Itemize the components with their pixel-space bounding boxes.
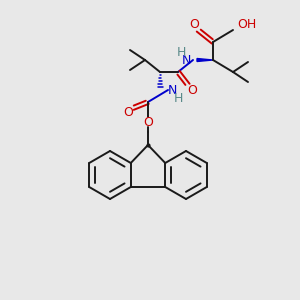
Text: N: N — [168, 83, 177, 97]
Text: H: H — [173, 92, 183, 104]
Text: O: O — [143, 116, 153, 130]
Text: O: O — [187, 83, 197, 97]
Polygon shape — [197, 58, 213, 61]
Text: N: N — [182, 53, 191, 67]
Text: O: O — [189, 17, 199, 31]
Text: O: O — [123, 106, 133, 118]
Text: OH: OH — [237, 17, 256, 31]
Text: H: H — [176, 46, 186, 59]
